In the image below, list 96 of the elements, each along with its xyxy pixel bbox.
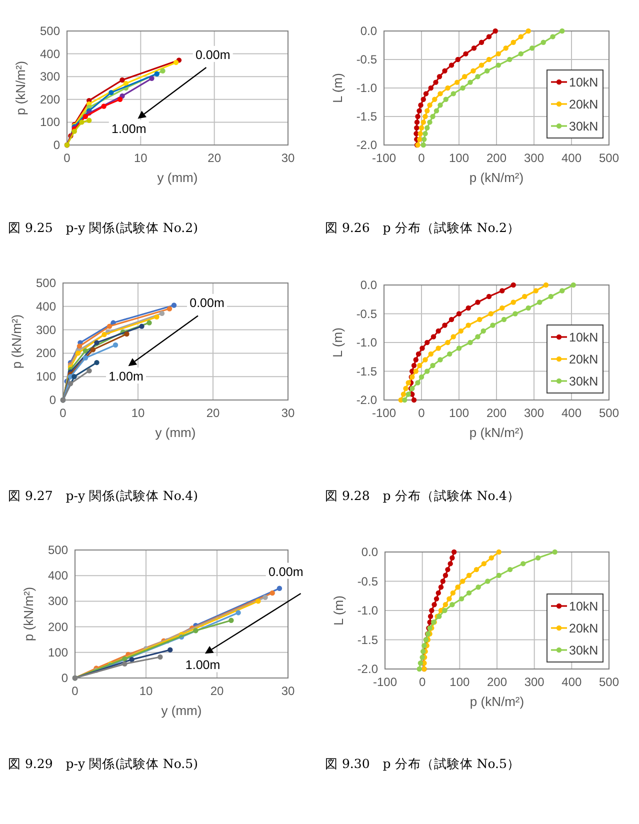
x-tick-label: 10 xyxy=(134,151,148,165)
legend-label: 30kN xyxy=(569,120,598,134)
legend-label: 30kN xyxy=(569,374,598,388)
y-tick-label: -1.0 xyxy=(356,336,378,350)
x-axis-title: p (kN/m²) xyxy=(469,170,524,185)
y-tick-label: 100 xyxy=(40,115,60,130)
x-axis-title: p (kN/m²) xyxy=(470,694,524,709)
x-tick-label: 0 xyxy=(418,675,426,689)
y-tick-label: 400 xyxy=(48,568,68,583)
y-tick-label: 300 xyxy=(40,70,60,84)
text: 図 9.25 p-y 関係(試験体 No.2) xyxy=(8,220,198,235)
annotation: 0.00m xyxy=(195,48,230,62)
annotation: 0.00m xyxy=(268,564,304,579)
legend-label: 20kN xyxy=(569,98,598,112)
x-tick-label: 500 xyxy=(598,406,620,420)
x-axis-title: y (mm) xyxy=(157,170,198,185)
x-tick-label: 20 xyxy=(210,684,224,698)
legend-label: 30kN xyxy=(569,644,598,658)
x-tick-label: 10 xyxy=(139,684,153,698)
legend-label: 10kN xyxy=(569,76,598,90)
x-tick-label: 400 xyxy=(561,151,582,165)
y-tick-label: 500 xyxy=(48,543,68,557)
x-tick-label: 0 xyxy=(418,406,426,420)
y-axis-title: p (kN/m²) xyxy=(13,60,28,116)
y-tick-label: 100 xyxy=(48,645,68,660)
x-tick-label: 100 xyxy=(450,675,470,689)
y-tick-label: -1.5 xyxy=(356,364,378,378)
y-tick-label: -2.0 xyxy=(357,662,378,676)
y-tick-label: 0 xyxy=(49,393,56,407)
x-axis-title: p (kN/m²) xyxy=(469,425,524,440)
x-tick-label: 100 xyxy=(448,406,470,420)
y-tick-label: 200 xyxy=(48,620,68,634)
text: 図 9.29 p-y 関係(試験体 No.5) xyxy=(8,756,198,771)
y-tick-label: 200 xyxy=(36,346,56,360)
y-tick-label: 0 xyxy=(53,138,60,152)
y-tick-label: -1.5 xyxy=(357,632,378,647)
x-axis-title: y (mm) xyxy=(155,425,196,440)
x-tick-label: 0 xyxy=(72,684,79,698)
y-axis-title: p (kN/m²) xyxy=(21,586,36,642)
x-tick-label: -100 xyxy=(372,675,398,689)
y-tick-label: 500 xyxy=(40,24,60,38)
annotation: 1.00m xyxy=(185,658,220,672)
y-tick-label: -1.0 xyxy=(357,604,378,618)
y-tick-label: 200 xyxy=(40,92,60,106)
x-tick-label: 30 xyxy=(281,406,295,420)
y-tick-label: -1.5 xyxy=(356,110,378,124)
x-tick-label: 400 xyxy=(561,406,582,420)
legend-label: 20kN xyxy=(569,622,598,636)
y-tick-label: 300 xyxy=(36,322,56,337)
y-tick-label: 0.0 xyxy=(360,24,378,38)
y-tick-label: -2.0 xyxy=(356,138,378,152)
x-axis-title: y (mm) xyxy=(161,703,202,718)
y-tick-label: 100 xyxy=(36,370,56,384)
y-tick-label: 500 xyxy=(36,276,56,290)
y-tick-label: -0.5 xyxy=(356,52,378,66)
x-tick-label: 30 xyxy=(281,684,295,698)
x-tick-label: 30 xyxy=(281,151,295,165)
annotation: 1.00m xyxy=(112,122,146,136)
x-tick-label: -100 xyxy=(372,151,396,165)
legend-label: 10kN xyxy=(569,600,598,614)
x-tick-label: 200 xyxy=(486,675,508,689)
y-tick-label: -2.0 xyxy=(356,393,378,407)
y-tick-label: 400 xyxy=(36,299,56,314)
x-tick-label: 10 xyxy=(131,406,145,420)
x-tick-label: 0 xyxy=(418,151,426,165)
x-tick-label: 300 xyxy=(524,151,544,165)
x-tick-label: 400 xyxy=(562,675,582,689)
y-axis-title: L (m) xyxy=(330,73,345,103)
y-tick-label: 0.0 xyxy=(361,545,378,559)
y-axis-title: p (kN/m²) xyxy=(9,314,24,369)
annotation: 1.00m xyxy=(108,370,144,384)
x-tick-label: 20 xyxy=(206,406,220,420)
x-tick-label: 500 xyxy=(598,151,620,165)
y-axis-title: L (m) xyxy=(330,328,345,358)
x-tick-label: -100 xyxy=(372,406,396,420)
y-axis-title: L (m) xyxy=(331,596,346,626)
legend-label: 10kN xyxy=(569,330,598,344)
x-tick-label: 100 xyxy=(448,151,470,165)
annotation: 0.00m xyxy=(190,296,224,310)
text: 図 9.27 p-y 関係(試験体 No.4) xyxy=(8,488,198,503)
y-tick-label: -0.5 xyxy=(356,306,378,321)
y-tick-label: -1.0 xyxy=(356,81,378,95)
text: 図 9.28 p 分布（試験体 No.4） xyxy=(325,488,520,503)
x-tick-label: 20 xyxy=(208,151,222,165)
y-tick-label: 0.0 xyxy=(360,278,378,292)
y-tick-label: 400 xyxy=(40,46,60,61)
y-tick-label: -0.5 xyxy=(357,574,378,588)
text: 図 9.26 p 分布（試験体 No.2） xyxy=(325,220,520,235)
x-tick-label: 200 xyxy=(486,406,507,420)
legend-label: 20kN xyxy=(569,352,598,366)
x-tick-label: 300 xyxy=(524,406,544,420)
x-tick-label: 200 xyxy=(486,151,507,165)
text: 図 9.30 p 分布（試験体 No.5） xyxy=(325,756,520,771)
y-tick-label: 300 xyxy=(48,594,68,608)
x-tick-label: 300 xyxy=(524,675,545,689)
x-tick-label: 500 xyxy=(598,675,620,689)
